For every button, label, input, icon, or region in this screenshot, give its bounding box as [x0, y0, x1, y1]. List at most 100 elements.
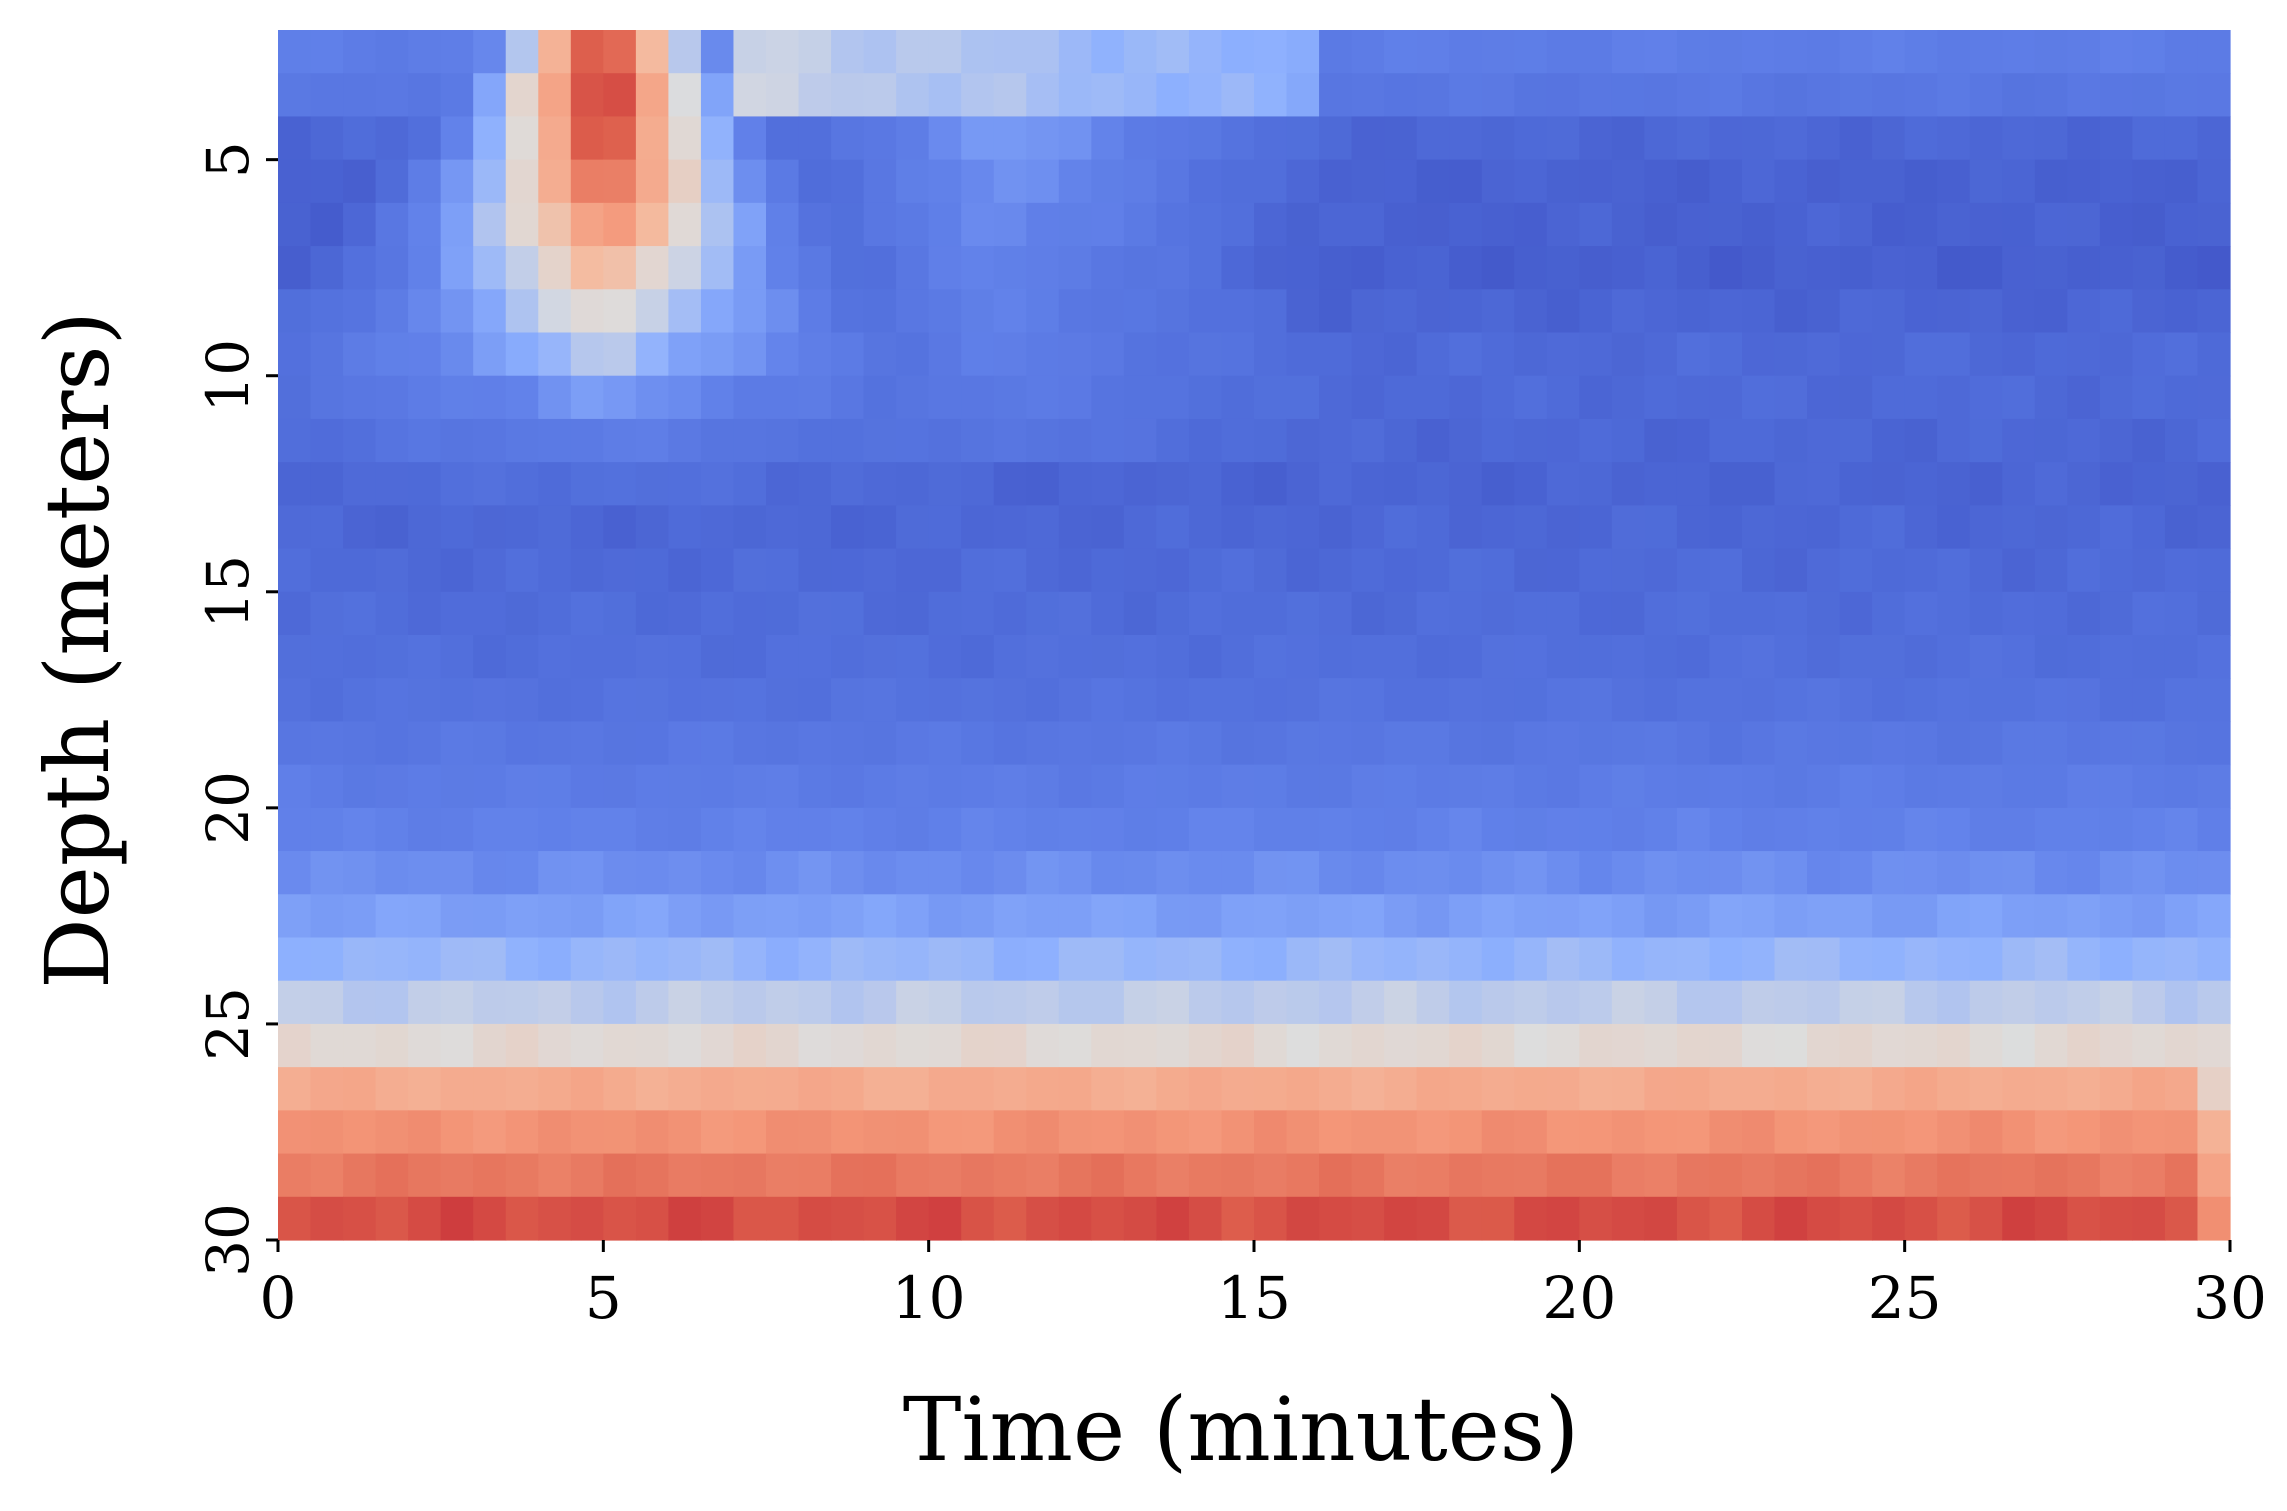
heatmap-cell	[1221, 635, 1255, 679]
heatmap-cell	[278, 375, 312, 420]
heatmap-cell	[1969, 980, 2003, 1025]
heatmap-cell	[1644, 678, 1678, 723]
heatmap-cell	[1839, 505, 1873, 550]
heatmap-cell	[1807, 246, 1841, 290]
heatmap-cell	[440, 289, 474, 334]
heatmap-cell	[310, 332, 344, 377]
heatmap-cell	[603, 418, 637, 463]
heatmap-cell	[473, 505, 507, 550]
heatmap-cell	[831, 548, 865, 593]
heatmap-cell	[570, 635, 604, 679]
heatmap-cell	[668, 505, 702, 550]
heatmap-cell	[831, 807, 865, 852]
heatmap-cell	[1058, 375, 1092, 420]
heatmap-cell	[1449, 1196, 1483, 1241]
heatmap-cell	[635, 159, 669, 204]
heatmap-cell	[1188, 246, 1223, 290]
heatmap-cell	[1319, 721, 1353, 766]
heatmap-cell	[1579, 1110, 1613, 1155]
heatmap-cell	[1319, 591, 1353, 636]
heatmap-cell	[2164, 289, 2199, 334]
heatmap-cell	[1481, 548, 1515, 593]
heatmap-cell	[2197, 807, 2231, 852]
heatmap-cell	[1872, 375, 1906, 420]
heatmap-cell	[668, 937, 702, 982]
heatmap-cell	[408, 980, 442, 1025]
heatmap-cell	[1546, 116, 1580, 161]
heatmap-cell	[1058, 505, 1092, 550]
heatmap-cell	[700, 678, 735, 723]
heatmap-cell	[1221, 30, 1255, 74]
heatmap-cell	[928, 894, 962, 939]
heatmap-cell	[1546, 1110, 1580, 1155]
heatmap-cell	[2099, 73, 2133, 118]
heatmap-cell	[1058, 202, 1092, 247]
heatmap-cell	[1904, 937, 1938, 982]
heatmap-cell	[928, 764, 962, 809]
heatmap-cell	[570, 418, 604, 463]
heatmap-cell	[2099, 1153, 2133, 1198]
heatmap-cell	[1742, 505, 1776, 550]
heatmap-cell	[1839, 635, 1873, 679]
heatmap-cell	[896, 894, 930, 939]
heatmap-cell	[1449, 375, 1483, 420]
heatmap-cell	[1254, 764, 1288, 809]
heatmap-cell	[1416, 807, 1450, 852]
heatmap-cell	[1416, 1153, 1450, 1198]
heatmap-cell	[1969, 937, 2003, 982]
heatmap-cell	[343, 635, 377, 679]
heatmap-cell	[1904, 116, 1938, 161]
heatmap-cell	[1286, 937, 1320, 982]
heatmap-cell	[1709, 548, 1743, 593]
heatmap-cell	[1904, 30, 1938, 74]
heatmap-cell	[1579, 462, 1613, 506]
heatmap-cell	[1514, 980, 1548, 1025]
heatmap-cell	[375, 764, 409, 809]
heatmap-cell	[1709, 1196, 1743, 1241]
heatmap-cell	[1026, 894, 1060, 939]
heatmap-cell	[1384, 246, 1418, 290]
heatmap-cell	[1058, 246, 1092, 290]
heatmap-cell	[2197, 894, 2231, 939]
heatmap-cell	[1611, 635, 1645, 679]
heatmap-cell	[408, 202, 442, 247]
heatmap-cell	[1351, 548, 1385, 593]
heatmap-cell	[1611, 30, 1645, 74]
heatmap-cell	[1546, 1196, 1580, 1241]
heatmap-cell	[1579, 937, 1613, 982]
heatmap-cell	[440, 159, 474, 204]
heatmap-cell	[278, 1153, 312, 1198]
heatmap-cell	[1644, 116, 1678, 161]
heatmap-cell	[570, 678, 604, 723]
heatmap-cell	[375, 678, 409, 723]
heatmap-cell	[1188, 30, 1223, 74]
heatmap-cell	[1319, 1153, 1353, 1198]
heatmap-cell	[1319, 1196, 1353, 1241]
heatmap-cell	[1188, 202, 1223, 247]
heatmap-cell	[375, 246, 409, 290]
heatmap-cell	[1286, 289, 1320, 334]
heatmap-cell	[2132, 1023, 2166, 1068]
heatmap-cell	[1676, 462, 1711, 506]
heatmap-cell	[766, 116, 800, 161]
heatmap-cell	[798, 721, 832, 766]
heatmap-cell	[1774, 894, 1808, 939]
heatmap-cell	[1774, 332, 1808, 377]
heatmap-cell	[2067, 591, 2101, 636]
heatmap-cell	[1351, 73, 1385, 118]
heatmap-cell	[1221, 591, 1255, 636]
heatmap-cell	[1546, 505, 1580, 550]
heatmap-cell	[310, 375, 344, 420]
heatmap-cell	[896, 591, 930, 636]
heatmap-cell	[408, 1067, 442, 1111]
heatmap-cell	[766, 894, 800, 939]
heatmap-cell	[1579, 591, 1613, 636]
heatmap-cell	[343, 505, 377, 550]
heatmap-cell	[1384, 635, 1418, 679]
heatmap-cell	[505, 1023, 539, 1068]
heatmap-cell	[1351, 1153, 1385, 1198]
heatmap-cell	[1091, 505, 1125, 550]
heatmap-cell	[2132, 1153, 2166, 1198]
heatmap-cell	[440, 246, 474, 290]
heatmap-cell	[1091, 1153, 1125, 1198]
